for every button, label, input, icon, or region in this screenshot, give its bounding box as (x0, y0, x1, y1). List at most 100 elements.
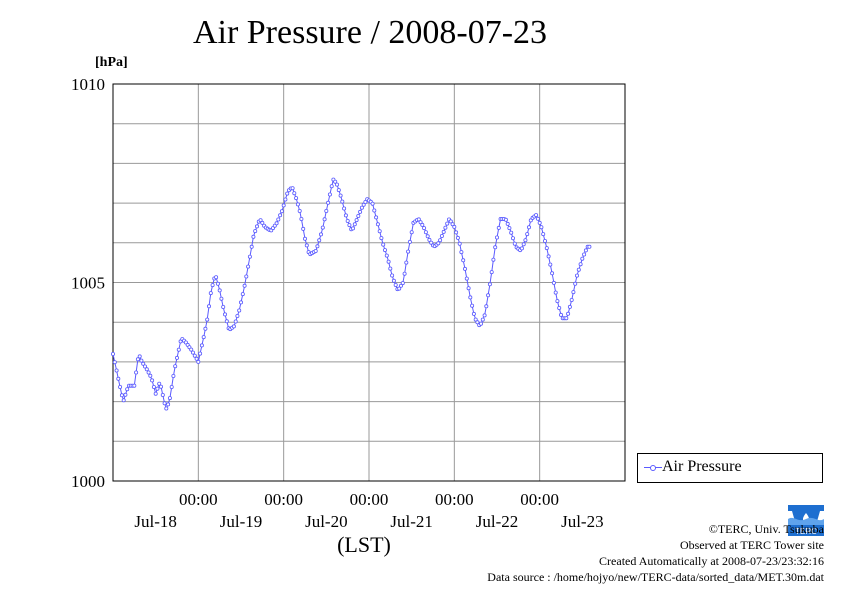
data-point (553, 290, 558, 295)
data-point (491, 257, 496, 262)
data-point (114, 368, 119, 373)
data-point (527, 225, 532, 230)
data-point (217, 288, 222, 293)
data-point (525, 232, 530, 237)
data-point (398, 283, 403, 288)
data-point (301, 226, 306, 231)
data-point (393, 282, 398, 287)
data-point (158, 384, 163, 389)
data-point (580, 256, 585, 261)
data-point (550, 271, 555, 276)
data-point (507, 226, 512, 231)
data-point (210, 283, 215, 288)
data-point (118, 384, 123, 389)
data-point (146, 370, 151, 375)
data-point (276, 217, 281, 222)
data-point (222, 312, 227, 317)
data-point (509, 230, 514, 235)
data-point (359, 205, 364, 210)
data-point (379, 236, 384, 241)
data-point (139, 358, 144, 363)
data-point (425, 234, 430, 239)
data-point (285, 191, 290, 196)
data-point (176, 347, 181, 352)
data-point (141, 361, 146, 366)
data-point (189, 347, 194, 352)
terc-logo-icon: TERC (788, 505, 824, 536)
data-point (582, 252, 587, 257)
data-point (219, 296, 224, 301)
data-point (587, 244, 592, 249)
data-point (338, 193, 343, 198)
data-point (555, 299, 560, 304)
data-point (354, 218, 359, 223)
data-point (406, 249, 411, 254)
legend-label: Air Pressure (662, 458, 742, 475)
data-point (388, 266, 393, 271)
data-point (153, 391, 158, 396)
data-point (464, 276, 469, 281)
data-point (322, 217, 327, 222)
data-point (125, 387, 130, 392)
data-point (468, 295, 473, 300)
y-unit-label: [hPa] (95, 55, 128, 70)
data-point (356, 213, 361, 218)
data-point (342, 206, 347, 211)
data-point (224, 319, 229, 324)
data-point (240, 292, 245, 297)
data-point (569, 297, 574, 302)
data-point (361, 202, 366, 207)
data-point (166, 402, 171, 407)
data-point (155, 386, 160, 391)
data-point (174, 355, 179, 360)
data-point (436, 241, 441, 246)
credit-line: Data source : /home/hojyo/new/TERC-data/… (487, 570, 824, 584)
data-point (443, 225, 448, 230)
data-point (336, 188, 341, 193)
data-point (400, 281, 405, 286)
data-point (521, 242, 526, 247)
data-point (196, 359, 201, 364)
data-point (439, 233, 444, 238)
data-point (317, 238, 322, 243)
data-point (233, 319, 238, 324)
data-point (576, 267, 581, 272)
data-point (121, 398, 126, 403)
data-point (541, 232, 546, 237)
data-point (281, 203, 286, 208)
data-point (194, 356, 199, 361)
data-point (135, 357, 140, 362)
data-point (260, 220, 265, 225)
data-point (397, 286, 402, 291)
data-point (429, 240, 434, 245)
data-point (377, 229, 382, 234)
data-point (157, 381, 162, 386)
data-point (208, 291, 213, 296)
data-point (214, 275, 219, 280)
data-point (242, 283, 247, 288)
data-point (457, 241, 462, 246)
data-point (251, 234, 256, 239)
data-point (454, 230, 459, 235)
data-point (548, 262, 553, 267)
x-date-label: Jul-20 (305, 512, 348, 531)
data-point (134, 370, 139, 375)
data-point (455, 235, 460, 240)
data-point (573, 281, 578, 286)
data-point (564, 316, 569, 321)
data-point (231, 324, 236, 329)
data-point (494, 235, 499, 240)
data-point (352, 222, 357, 227)
data-point (445, 221, 450, 226)
data-point (473, 317, 478, 322)
data-point (345, 218, 350, 223)
data-point (482, 313, 487, 318)
credit-line: ©TERC, Univ. Tsukuba (708, 522, 824, 536)
data-point (201, 335, 206, 340)
data-point (418, 220, 423, 225)
x-time-tick-label: 00:00 (350, 490, 389, 509)
series-line (112, 178, 590, 410)
data-point (466, 286, 471, 291)
data-point (192, 353, 197, 358)
data-point (420, 222, 425, 227)
